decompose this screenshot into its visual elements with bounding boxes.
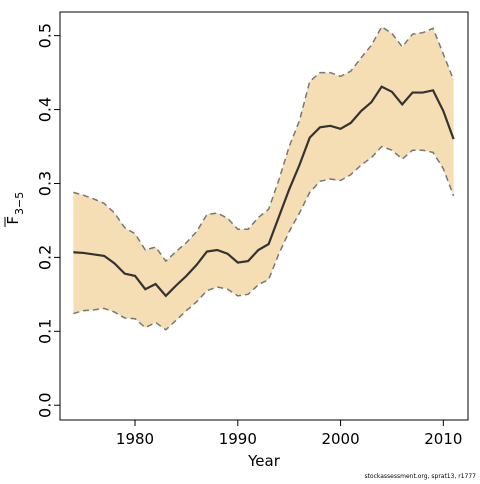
x-tick-label: 2000 (321, 430, 359, 448)
y-tick-label: 0.4 (36, 97, 55, 122)
y-label-subscript: 3−5 (13, 192, 26, 215)
y-label-symbol: F (4, 216, 22, 225)
x-tick-label: 1990 (219, 430, 257, 448)
confidence-band (73, 26, 454, 330)
plot-frame (59, 11, 469, 421)
y-tick-label: 0.2 (36, 245, 55, 270)
x-axis-label: Year (247, 452, 281, 470)
estimate-line (73, 85, 455, 298)
footnote: stockassessment.org, sprat13, r1777 (364, 473, 476, 480)
lower-bound (73, 145, 455, 331)
y-tick-label: 0.0 (36, 392, 55, 417)
y-axis-label: F 3−5 (4, 192, 26, 227)
y-tick-label: 0.1 (36, 319, 55, 344)
y-tick-label: 0.3 (36, 171, 55, 196)
y-tick-label: 0.5 (36, 23, 55, 48)
x-tick-label: 2010 (424, 430, 462, 448)
x-tick-label: 1980 (116, 430, 154, 448)
